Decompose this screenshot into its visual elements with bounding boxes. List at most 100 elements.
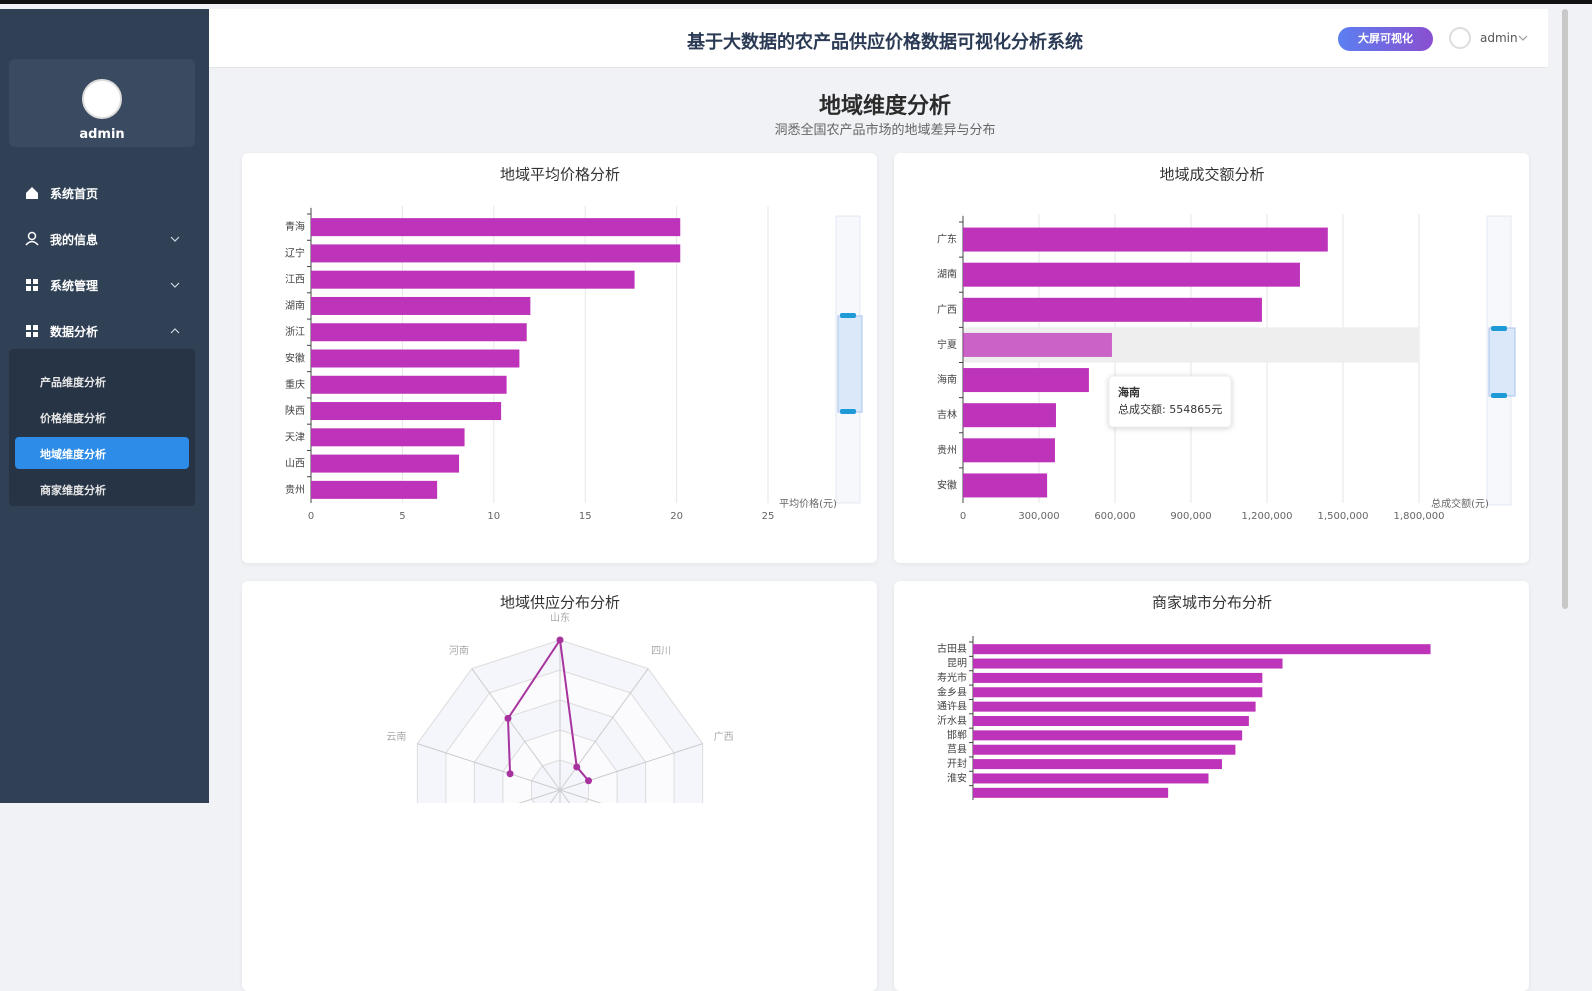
top-bar	[0, 0, 1592, 4]
y-tick-label: 开封	[947, 757, 967, 770]
y-tick-label: 陕西	[285, 404, 305, 417]
bar	[973, 759, 1222, 770]
radar-label: 河南	[449, 644, 469, 657]
bar	[963, 473, 1048, 498]
submenu	[9, 349, 195, 506]
y-tick-label: 贵州	[285, 483, 305, 496]
bar	[311, 296, 531, 315]
chevron[interactable]	[170, 236, 180, 288]
x-tick-label: 600,000	[1094, 511, 1135, 522]
y-tick-label: 昆明	[947, 658, 967, 670]
bar	[973, 658, 1283, 669]
zoom-cap[interactable]	[1491, 326, 1507, 331]
bar	[311, 375, 507, 394]
y-tick-label: 辽宁	[285, 246, 305, 259]
chevron[interactable]	[170, 328, 180, 334]
zoom-cap[interactable]	[840, 409, 856, 414]
x-tick-label: 1,200,000	[1242, 511, 1293, 522]
header	[209, 9, 1548, 68]
header-chevron[interactable]	[1518, 34, 1528, 42]
x-tick-label: 0	[308, 511, 314, 522]
button-text[interactable]: 大屏可视化	[1358, 32, 1413, 45]
bar	[963, 403, 1056, 428]
menu-item[interactable]: 系统管理	[50, 279, 99, 293]
bar	[311, 428, 465, 447]
x-tick-label: 1,500,000	[1318, 511, 1369, 522]
y-tick-label: 湖南	[937, 268, 957, 281]
y-tick-label: 海南	[937, 373, 957, 386]
zoom-handle[interactable]	[837, 315, 863, 413]
bar	[963, 262, 1300, 287]
y-tick-label: 宁夏	[937, 338, 957, 351]
submenu-item[interactable]: 商家维度分析	[40, 484, 106, 497]
bigscreen-button[interactable]: 大屏可视化	[1338, 27, 1433, 51]
y-tick-label: 安徽	[937, 478, 957, 491]
radar-axis	[518, 789, 561, 803]
bar	[963, 297, 1262, 322]
page-subtitle: 洞悉全国农产品市场的地域差异与分布	[774, 123, 996, 138]
icon-grid	[26, 279, 38, 291]
bar	[963, 227, 1328, 252]
y-tick-label: 古田县	[937, 642, 967, 655]
radar-axis	[471, 668, 561, 791]
submenu-item[interactable]: 价格维度分析	[40, 412, 106, 425]
zoom-cap[interactable]	[1491, 393, 1507, 398]
x-tick-label: 300,000	[1018, 511, 1059, 522]
submenu-item[interactable]: 地域维度分析	[40, 448, 106, 461]
sidebar-user: admin	[79, 127, 125, 142]
icon-user	[25, 240, 39, 246]
y-tick-label: 广东	[937, 233, 957, 246]
bar	[973, 701, 1256, 712]
radar-point	[556, 636, 564, 644]
zoom-cap[interactable]	[840, 313, 856, 318]
radar-label: 四川	[651, 646, 671, 657]
bar	[973, 787, 1169, 798]
tooltip-text: 总成交额: 554865元	[1118, 402, 1222, 416]
chart-title: 地域成交额分析	[1159, 166, 1264, 184]
header-avatar[interactable]	[1449, 27, 1471, 49]
y-tick-label: 金乡县	[937, 685, 967, 698]
menu-item[interactable]: 系统首页	[50, 187, 99, 201]
header-user[interactable]: admin	[1480, 31, 1518, 45]
bar	[311, 402, 502, 421]
y-tick-label: 浙江	[285, 326, 305, 338]
bar	[311, 218, 681, 237]
radar-axis	[559, 668, 649, 791]
chart-title: 商家城市分布分析	[1152, 594, 1272, 612]
y-tick-label: 寿光市	[937, 671, 967, 684]
active-item-bg	[15, 437, 189, 469]
bar	[963, 368, 1089, 393]
y-tick-label: 广西	[937, 304, 957, 316]
user-avatar[interactable]	[82, 79, 122, 119]
radar-axis	[417, 743, 561, 791]
y-tick-label: 通许县	[937, 701, 967, 713]
bar	[311, 323, 527, 342]
menu-item[interactable]: 数据分析	[50, 325, 99, 339]
radar-label: 云南	[386, 730, 406, 743]
y-tick-label: 江西	[285, 274, 305, 286]
x-axis-label: 平均价格(元)	[779, 497, 837, 510]
bar	[311, 270, 635, 289]
x-tick-label: 1,800,000	[1394, 511, 1445, 522]
submenu-item[interactable]: 产品维度分析	[40, 376, 106, 389]
icon-home	[26, 187, 38, 199]
bar	[311, 244, 681, 263]
radar-point	[573, 763, 581, 771]
y-tick-label: 淮安	[947, 771, 967, 784]
radar-point	[585, 777, 593, 785]
y-tick-label: 青海	[285, 220, 305, 233]
y-tick-label: 沂水县	[937, 714, 967, 727]
bar	[973, 744, 1236, 755]
zoom-handle[interactable]	[1488, 327, 1516, 397]
y-tick-label: 邯郸	[947, 728, 967, 741]
menu-item[interactable]: 我的信息	[50, 233, 99, 247]
y-tick-label: 重庆	[285, 378, 305, 391]
y-tick-label: 贵州	[937, 443, 957, 456]
menu-icons	[25, 187, 180, 337]
bar	[963, 438, 1055, 463]
y-tick-label: 天津	[285, 431, 305, 443]
y-tick-label: 山西	[285, 458, 305, 470]
y-tick-label: 吉林	[937, 408, 957, 421]
scrollbar[interactable]	[1562, 9, 1568, 609]
